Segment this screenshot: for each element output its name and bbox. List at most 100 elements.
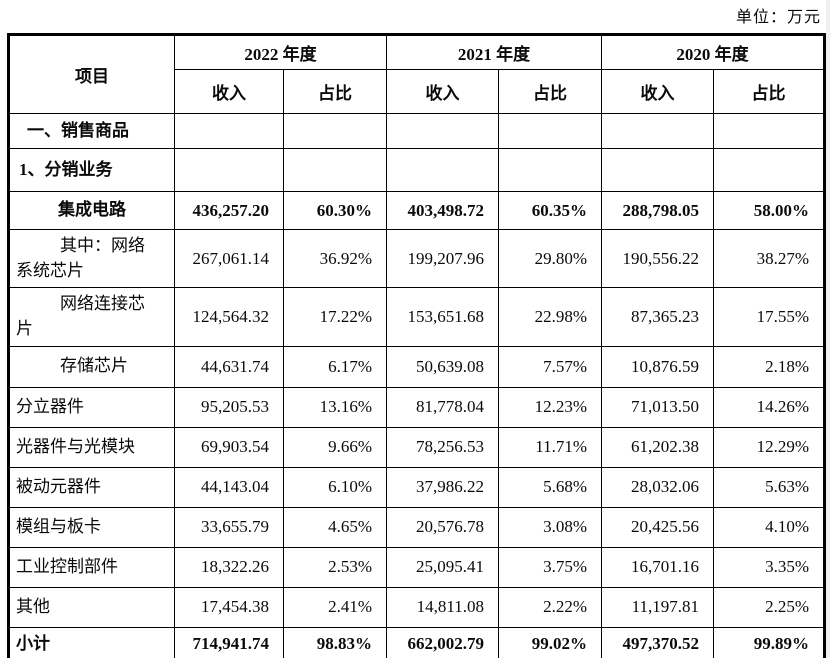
row-value: 436,257.20 [174,191,284,230]
row-value: 99.02% [498,626,602,658]
row-value [498,148,602,192]
row-value: 124,564.32 [174,287,284,347]
table-body: 一、销售商品 1、分销业务 集成电路 436,257.20 60.30% 403,498.… [8,113,825,658]
row-value: 17,454.38 [174,586,284,628]
row-value: 10,876.59 [601,345,714,388]
row-value: 38.27% [713,228,825,289]
row-value: 36.92% [283,228,387,289]
row-value: 5.68% [498,466,602,508]
row-value: 81,778.04 [386,386,499,428]
row-value: 6.10% [283,466,387,508]
row-value: 403,498.72 [386,191,499,230]
row-label: 光器件与光模块 [8,426,175,468]
header-revenue-2021: 收入 [386,69,499,114]
row-value [713,113,825,149]
header-share-2021: 占比 [498,69,602,114]
row-value: 44,143.04 [174,466,284,508]
row-value: 50,639.08 [386,345,499,388]
row-value: 199,207.96 [386,228,499,289]
row-value: 4.10% [713,506,825,548]
row-value: 60.35% [498,191,602,230]
table-row: 分立器件 95,205.53 13.16% 81,778.04 12.23% 71,013… [8,386,825,428]
row-value [283,148,387,192]
row-value [713,148,825,192]
row-value: 5.63% [713,466,825,508]
row-value: 3.35% [713,546,825,588]
header-year-2022: 2022 年度 [174,34,387,70]
row-value [601,148,714,192]
row-value: 9.66% [283,426,387,468]
table-row: 其中：网络系统芯片 267,061.14 36.92% 199,207.96 29.80… [8,228,825,289]
row-value: 78,256.53 [386,426,499,468]
row-value: 2.18% [713,345,825,388]
page-edge [826,0,830,658]
table-row: 小计 714,941.74 98.83% 662,002.79 99.02% 497,37… [8,626,825,658]
table-row: 一、销售商品 [8,113,825,149]
revenue-table: 项目 2022 年度 2021 年度 2020 年度 收入 占比 收入 占比 收… [7,33,826,658]
row-value: 267,061.14 [174,228,284,289]
row-value: 61,202.38 [601,426,714,468]
row-label: 分立器件 [8,386,175,428]
row-value: 20,425.56 [601,506,714,548]
row-label: 集成电路 [8,191,175,230]
row-label: 工业控制部件 [8,546,175,588]
row-value: 2.41% [283,586,387,628]
row-value [386,148,499,192]
header-share-2022: 占比 [283,69,387,114]
row-label: 存储芯片 [8,345,175,388]
row-value: 14,811.08 [386,586,499,628]
row-value: 12.29% [713,426,825,468]
row-value: 16,701.16 [601,546,714,588]
row-value [174,148,284,192]
row-value: 22.98% [498,287,602,347]
table-row: 网络连接芯片 124,564.32 17.22% 153,651.68 22.98% 87… [8,287,825,347]
row-value: 28,032.06 [601,466,714,508]
table-row: 被动元器件 44,143.04 6.10% 37,986.22 5.68% 28,032.… [8,466,825,508]
row-value: 11,197.81 [601,586,714,628]
row-value: 60.30% [283,191,387,230]
row-value: 497,370.52 [601,626,714,658]
row-value: 44,631.74 [174,345,284,388]
row-value: 662,002.79 [386,626,499,658]
row-value: 14.26% [713,386,825,428]
row-value: 190,556.22 [601,228,714,289]
row-label: 其他 [8,586,175,628]
row-value: 58.00% [713,191,825,230]
row-value: 3.08% [498,506,602,548]
row-label: 被动元器件 [8,466,175,508]
row-value: 12.23% [498,386,602,428]
row-value: 2.22% [498,586,602,628]
header-year-2020: 2020 年度 [601,34,825,70]
row-label: 一、销售商品 [8,113,175,149]
row-value: 29.80% [498,228,602,289]
table-row: 光器件与光模块 69,903.54 9.66% 78,256.53 11.71% 61,2… [8,426,825,468]
table-row: 工业控制部件 18,322.26 2.53% 25,095.41 3.75% 16,701… [8,546,825,588]
row-value: 98.83% [283,626,387,658]
row-value: 3.75% [498,546,602,588]
row-value: 69,903.54 [174,426,284,468]
row-value: 99.89% [713,626,825,658]
row-value [498,113,602,149]
row-value: 11.71% [498,426,602,468]
table-row: 集成电路 436,257.20 60.30% 403,498.72 60.35% 288,… [8,191,825,230]
row-value: 714,941.74 [174,626,284,658]
table-row: 存储芯片 44,631.74 6.17% 50,639.08 7.57% 10,876.5… [8,345,825,388]
row-value [386,113,499,149]
row-value: 18,322.26 [174,546,284,588]
row-label: 模组与板卡 [8,506,175,548]
table-row: 1、分销业务 [8,148,825,192]
row-label: 小计 [8,626,175,658]
row-value: 6.17% [283,345,387,388]
row-value: 13.16% [283,386,387,428]
header-item: 项目 [8,34,175,114]
row-value [283,113,387,149]
row-value: 87,365.23 [601,287,714,347]
row-value: 25,095.41 [386,546,499,588]
row-value: 71,013.50 [601,386,714,428]
row-value: 2.25% [713,586,825,628]
row-value: 288,798.05 [601,191,714,230]
row-value: 2.53% [283,546,387,588]
row-value: 20,576.78 [386,506,499,548]
row-value [174,113,284,149]
